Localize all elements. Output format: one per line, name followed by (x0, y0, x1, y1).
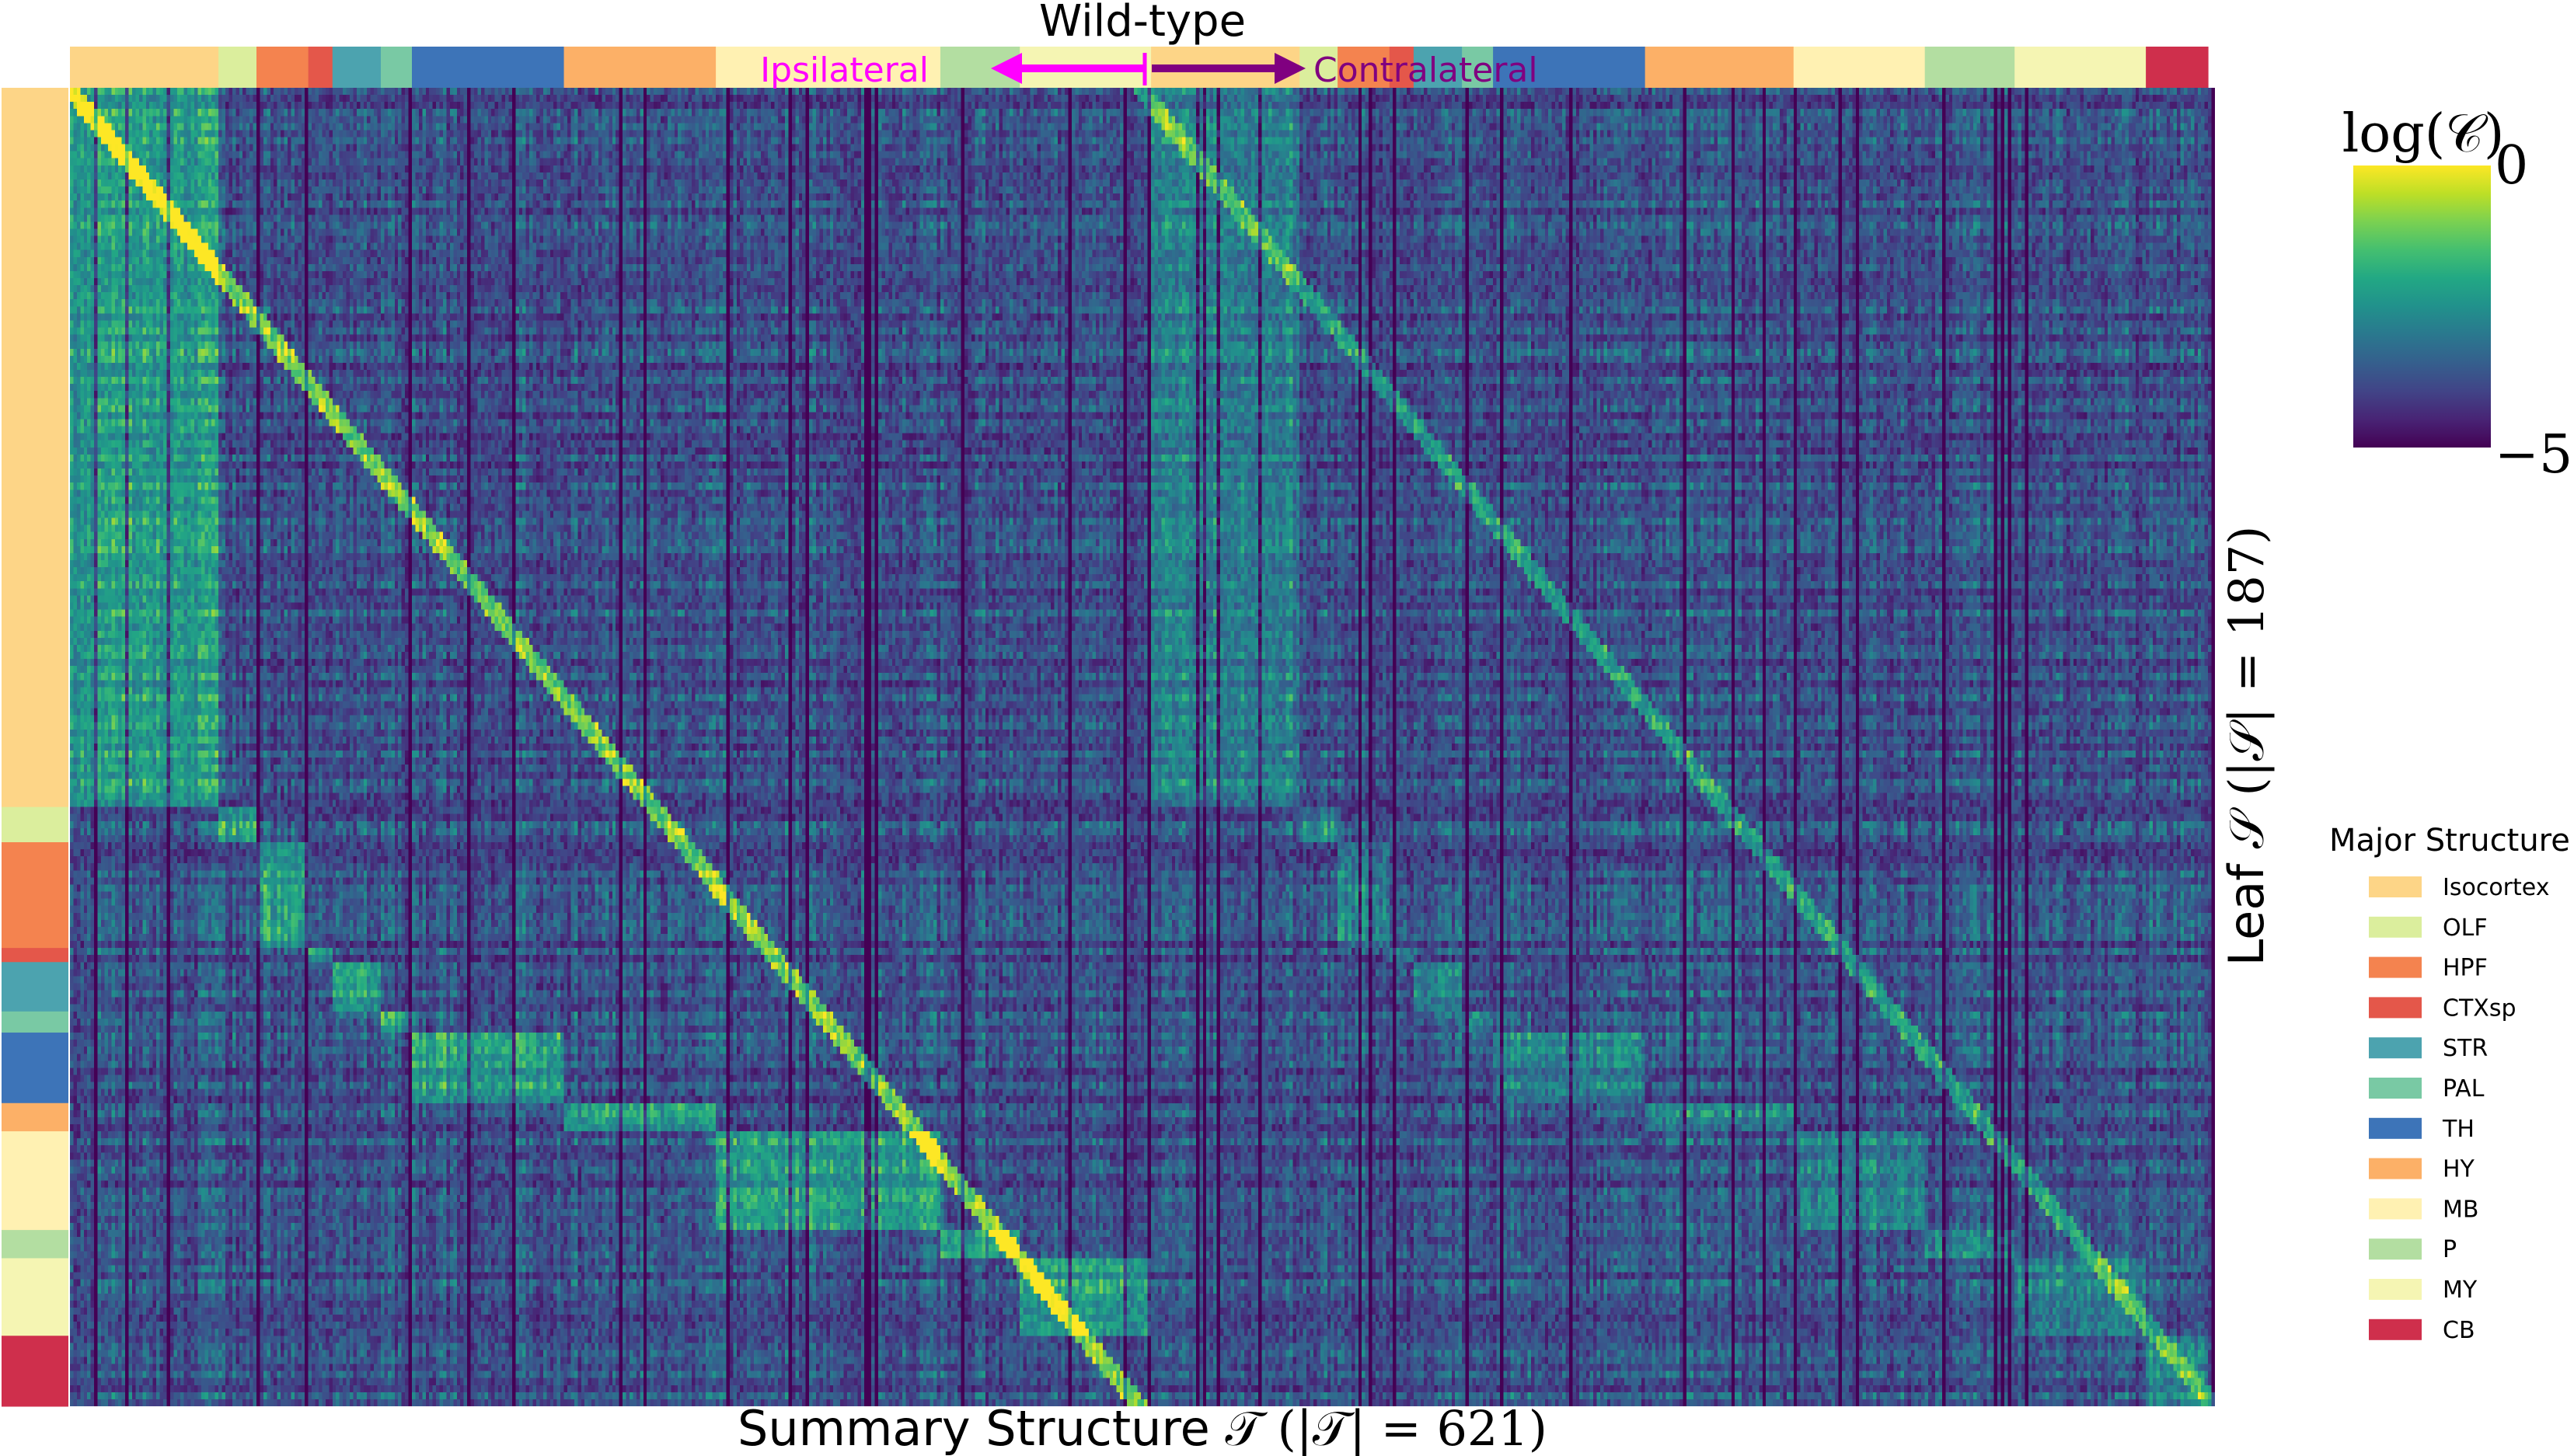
x-axis-label: Summary Structure 𝒯 (|𝒯| = 621) (738, 1400, 1547, 1456)
row-structure-strip (2, 88, 68, 1407)
colorbar: log(𝒞) 0 −5 (2342, 103, 2573, 486)
heatmap-cells (70, 88, 2215, 1406)
column-strip-ipsilateral-th (412, 47, 565, 88)
colorbar-min-label: −5 (2495, 424, 2572, 486)
hemisphere-arrows (991, 53, 1306, 85)
legend-label-cb: CB (2443, 1317, 2475, 1344)
legend-label-ctxsp: CTXsp (2443, 994, 2516, 1022)
row-strip-mb (2, 1131, 68, 1231)
column-strip-ipsilateral-isocortex (70, 47, 219, 88)
legend-swatch-ctxsp (2369, 997, 2422, 1019)
legend-label-my: MY (2443, 1277, 2478, 1304)
column-strip-contralateral-th (1493, 47, 1646, 88)
column-strip-ipsilateral-ctxsp (308, 47, 333, 88)
column-strip-ipsilateral-hpf (256, 47, 309, 88)
legend-label-olf: OLF (2443, 914, 2488, 942)
y-axis-label-math: 𝒮 (|𝒮| = 187) (2218, 526, 2275, 849)
row-strip-str (2, 962, 68, 1012)
row-strip-cb (2, 1336, 68, 1407)
legend: Major Structure Isocortex OLF HPF CTXsp STR P… (2329, 823, 2570, 1344)
colorbar-gradient (2353, 165, 2491, 448)
column-strip-ipsilateral-str (332, 47, 382, 88)
y-axis-label-text: Leaf (2218, 848, 2275, 966)
legend-swatch-hy (2369, 1158, 2422, 1179)
column-strip-ipsilateral-hy (563, 47, 717, 88)
legend-label-hpf: HPF (2443, 955, 2488, 982)
row-strip-my (2, 1258, 68, 1336)
row-strip-hy (2, 1102, 68, 1132)
row-strip-p (2, 1230, 68, 1259)
row-strip-isocortex (2, 88, 68, 808)
legend-label-th: TH (2442, 1116, 2475, 1143)
legend-label-str: STR (2443, 1035, 2488, 1062)
column-strip-ipsilateral-olf (218, 47, 257, 88)
legend-swatch-p (2369, 1238, 2422, 1260)
legend-swatch-str (2369, 1037, 2422, 1059)
legend-label-isocortex: Isocortex (2443, 874, 2549, 901)
row-strip-hpf (2, 842, 68, 949)
column-strip-contralateral-str (1413, 47, 1463, 88)
x-axis-label-text: Summary Structure (738, 1400, 1225, 1456)
x-axis-label-math: 𝒯 (|𝒯| = 621) (1225, 1400, 1547, 1456)
colorbar-title: log(𝒞) (2342, 103, 2505, 165)
legend-swatch-mb (2369, 1198, 2422, 1220)
column-strip-contralateral-p (1924, 47, 2015, 88)
legend-swatch-isocortex (2369, 876, 2422, 897)
column-strip-contralateral-hy (1644, 47, 1794, 88)
legend-swatch-cb (2369, 1318, 2422, 1340)
contralateral-label: Contralateral (1313, 51, 1538, 90)
legend-label-pal: PAL (2443, 1075, 2485, 1102)
legend-swatch-my (2369, 1279, 2422, 1300)
legend-swatch-hpf (2369, 956, 2422, 978)
legend-swatch-pal (2369, 1078, 2422, 1099)
y-axis-label: Leaf 𝒮 (|𝒮| = 187) (2218, 526, 2275, 967)
heatmap-matrix (70, 88, 2215, 1406)
row-strip-olf (2, 806, 68, 843)
column-strip-contralateral-olf (1299, 47, 1338, 88)
column-strip-ipsilateral-pal (381, 47, 413, 88)
legend-label-p: P (2443, 1236, 2457, 1263)
legend-title: Major Structure (2329, 823, 2570, 859)
chart-title: Wild-type (1039, 0, 1246, 47)
column-strip-contralateral-pal (1462, 47, 1494, 88)
legend-label-hy: HY (2443, 1156, 2475, 1183)
row-strip-ctxsp (2, 948, 68, 963)
column-strip-contralateral-cb (2146, 47, 2209, 88)
ipsilateral-label: Ipsilateral (760, 51, 929, 90)
column-strip-ipsilateral-mb (716, 47, 941, 88)
column-strip-contralateral-hpf (1338, 47, 1390, 88)
row-strip-pal (2, 1011, 68, 1033)
colorbar-max-label: 0 (2495, 135, 2528, 197)
legend-swatch-th (2369, 1117, 2422, 1139)
column-strip-contralateral-my (2014, 47, 2147, 88)
row-strip-th (2, 1033, 68, 1104)
legend-label-mb: MB (2443, 1196, 2478, 1223)
legend-swatch-olf (2369, 916, 2422, 938)
column-strip-contralateral-ctxsp (1389, 47, 1414, 88)
column-strip-contralateral-mb (1793, 47, 1926, 88)
